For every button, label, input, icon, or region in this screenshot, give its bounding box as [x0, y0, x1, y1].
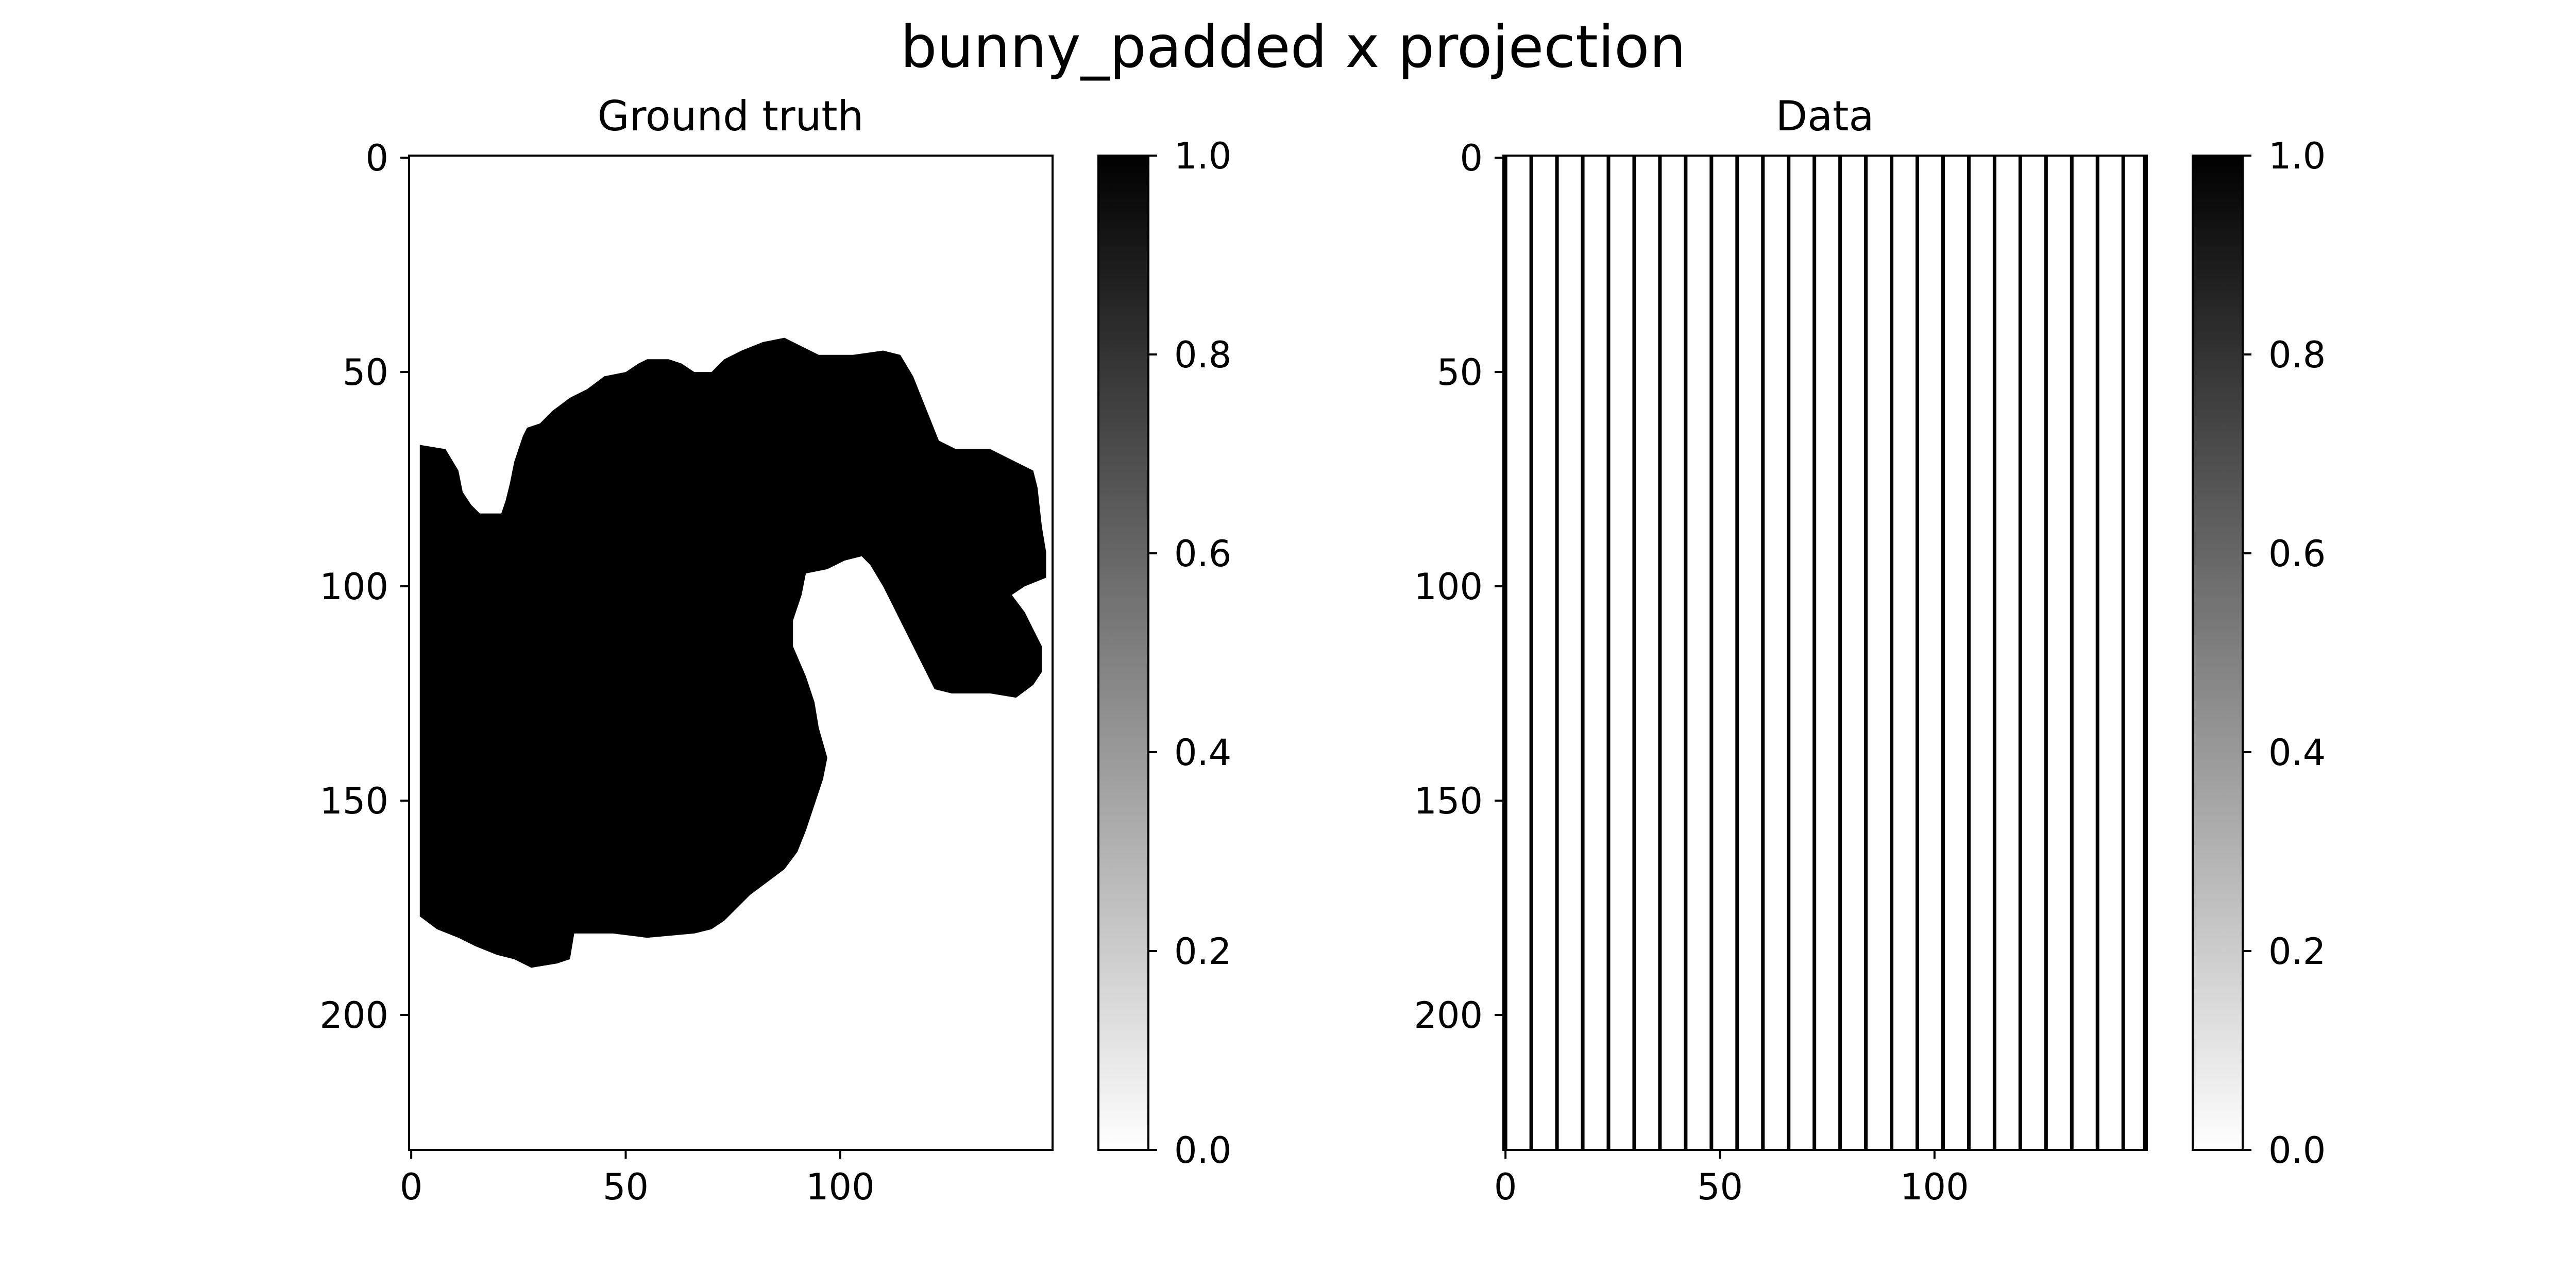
ground-truth-filled-region — [419, 337, 1046, 968]
x-tick-label: 50 — [603, 1166, 649, 1208]
y-tick-label: 100 — [1414, 566, 1483, 608]
figure-suptitle: bunny_padded x projection — [900, 14, 1686, 81]
colorbar-tick-label: 0.8 — [2268, 334, 2326, 376]
ground-truth-colorbar-ticks: 0.0 0.2 0.4 0.6 0.8 1.0 — [1148, 135, 1231, 1172]
data-axes-frame — [1502, 155, 2148, 1151]
colorbar-tick-label: 1.0 — [2268, 135, 2326, 177]
data-image — [1503, 156, 2147, 1150]
colorbar-tick-label: 0.0 — [2268, 1129, 2326, 1172]
ground-truth-title: Ground truth — [598, 92, 864, 140]
y-tick-label: 50 — [1437, 351, 1483, 394]
y-tick-label: 150 — [319, 780, 388, 822]
colorbar-tick-label: 0.4 — [1174, 732, 1231, 774]
data-colorbar-ticks: 0.0 0.2 0.4 0.6 0.8 1.0 — [2243, 135, 2326, 1172]
colorbar-tick-label: 0.2 — [1174, 930, 1231, 973]
data-panel: Data 0 50 100 0 50 100 150 200 — [1414, 92, 2148, 1208]
y-tick-label: 0 — [1460, 137, 1483, 179]
colorbar-tick-label: 0.0 — [1174, 1129, 1231, 1172]
x-tick-label: 50 — [1697, 1166, 1743, 1208]
y-tick-label: 50 — [343, 351, 388, 394]
data-x-ticks: 0 50 100 — [1494, 1150, 1969, 1208]
x-tick-label: 100 — [1900, 1166, 1969, 1208]
ground-truth-colorbar: 0.0 0.2 0.4 0.6 0.8 1.0 — [1097, 135, 1231, 1172]
data-title: Data — [1775, 92, 1874, 140]
ground-truth-panel: Ground truth 0 50 100 0 50 100 150 200 — [319, 92, 1054, 1208]
colorbar-tick-label: 0.6 — [1174, 533, 1231, 575]
y-tick-label: 0 — [365, 137, 388, 179]
ground-truth-x-ticks: 0 50 100 — [400, 1150, 875, 1208]
y-tick-label: 200 — [319, 994, 388, 1037]
ground-truth-axes-frame — [408, 155, 1054, 1151]
data-colorbar-gradient — [2192, 155, 2244, 1151]
colorbar-tick-label: 0.2 — [2268, 930, 2326, 973]
y-tick-label: 150 — [1414, 780, 1483, 822]
x-tick-label: 0 — [400, 1166, 423, 1208]
colorbar-tick-label: 1.0 — [1174, 135, 1231, 177]
y-tick-label: 100 — [319, 566, 388, 608]
x-tick-label: 0 — [1494, 1166, 1517, 1208]
ground-truth-image — [419, 337, 1046, 968]
ground-truth-colorbar-gradient — [1097, 155, 1149, 1151]
ground-truth-y-ticks: 0 50 100 150 200 — [319, 137, 409, 1037]
data-colorbar: 0.0 0.2 0.4 0.6 0.8 1.0 — [2192, 135, 2326, 1172]
x-tick-label: 100 — [806, 1166, 875, 1208]
y-tick-label: 200 — [1414, 994, 1483, 1037]
colorbar-tick-label: 0.8 — [1174, 334, 1231, 376]
data-y-ticks: 0 50 100 150 200 — [1414, 137, 1503, 1037]
colorbar-tick-label: 0.4 — [2268, 732, 2326, 774]
colorbar-tick-label: 0.6 — [2268, 533, 2326, 575]
